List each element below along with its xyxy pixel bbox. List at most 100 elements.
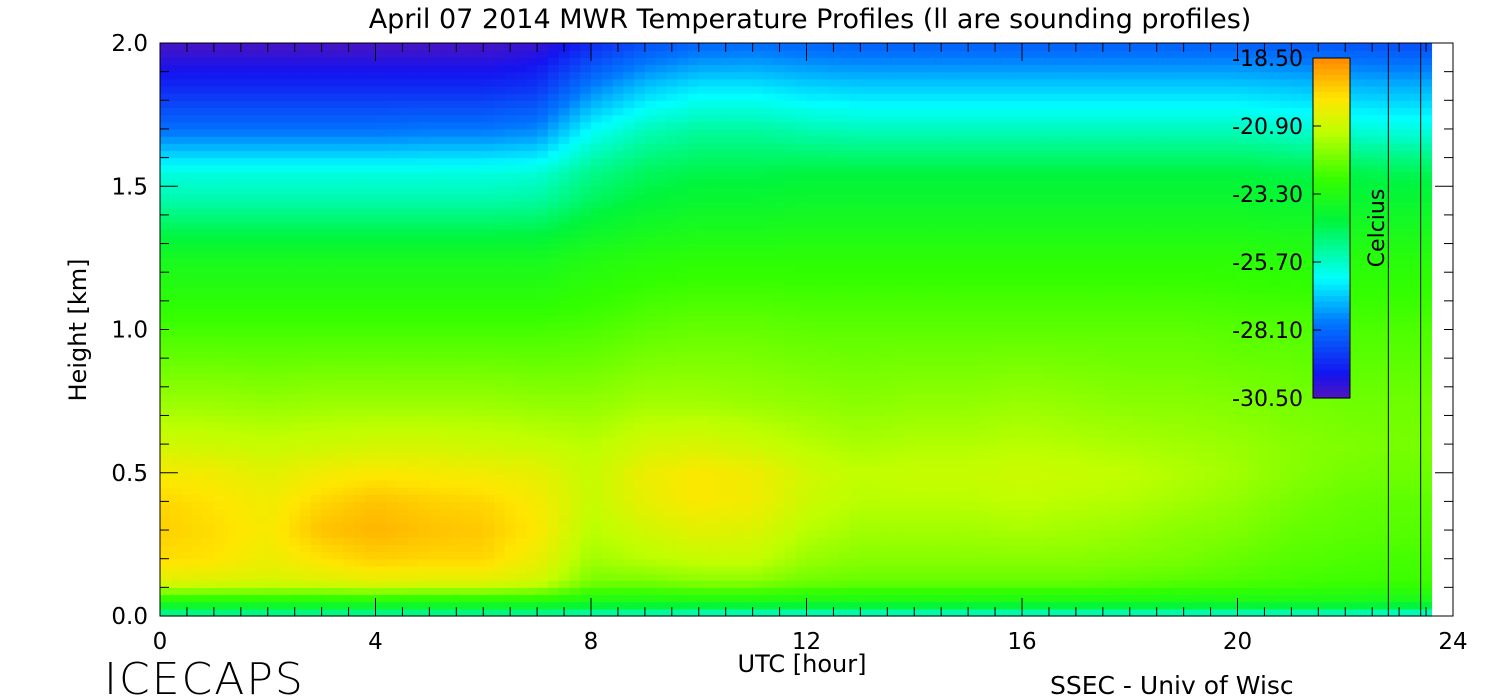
heatmap-cell xyxy=(353,229,366,237)
heatmap-cell xyxy=(709,250,721,259)
heatmap-cell xyxy=(224,293,237,302)
heatmap-cell xyxy=(160,315,172,323)
heatmap-cell xyxy=(720,343,732,352)
heatmap-cell xyxy=(666,121,678,130)
heatmap-cell xyxy=(752,257,765,266)
heatmap-cell xyxy=(644,43,657,51)
heatmap-cell xyxy=(720,293,732,302)
heatmap-cell xyxy=(558,551,571,560)
heatmap-cell xyxy=(343,429,355,438)
heatmap-cell xyxy=(623,164,635,173)
heatmap-cell xyxy=(644,286,657,295)
heatmap-cell xyxy=(440,601,452,610)
heatmap-cell xyxy=(224,315,237,323)
heatmap-cell xyxy=(720,272,732,280)
heatmap-cell xyxy=(278,487,290,495)
heatmap-cell xyxy=(386,157,398,166)
heatmap-cell xyxy=(235,315,247,323)
heatmap-cell xyxy=(655,422,668,431)
heatmap-cell xyxy=(494,487,506,495)
heatmap-cell xyxy=(720,157,732,166)
heatmap-cell xyxy=(300,436,312,445)
heatmap-cell xyxy=(418,114,430,123)
heatmap-cell xyxy=(655,494,668,502)
heatmap-cell xyxy=(461,537,474,545)
heatmap-cell xyxy=(687,200,700,209)
heatmap-cell xyxy=(407,222,420,230)
heatmap-cell xyxy=(806,171,818,180)
heatmap-cell xyxy=(235,186,247,195)
heatmap-cell xyxy=(310,143,323,152)
heatmap-cell xyxy=(526,300,538,309)
heatmap-cell xyxy=(709,522,721,531)
heatmap-cell xyxy=(515,222,527,230)
heatmap-cell xyxy=(547,558,560,567)
heatmap-cell xyxy=(612,573,624,581)
heatmap-cell xyxy=(483,229,495,237)
heatmap-cell xyxy=(687,429,700,438)
heatmap-cell xyxy=(203,100,215,109)
heatmap-cell xyxy=(709,444,721,452)
heatmap-cell xyxy=(655,265,668,273)
heatmap-cell xyxy=(267,171,280,180)
heatmap-cell xyxy=(698,436,711,445)
heatmap-cell xyxy=(763,179,775,187)
heatmap-cell xyxy=(634,408,646,417)
heatmap-cell xyxy=(418,279,430,288)
heatmap-cell xyxy=(289,100,301,109)
heatmap-cell xyxy=(795,472,808,481)
heatmap-cell xyxy=(472,551,484,560)
heatmap-cell xyxy=(170,50,183,58)
heatmap-cell xyxy=(300,78,312,87)
heatmap-cell xyxy=(160,143,172,152)
heatmap-cell xyxy=(343,71,355,80)
heatmap-cell xyxy=(450,300,463,309)
heatmap-cell xyxy=(580,200,592,209)
heatmap-cell xyxy=(440,458,452,467)
heatmap-cell xyxy=(644,186,657,195)
heatmap-cell xyxy=(612,558,624,567)
heatmap-cell xyxy=(375,272,387,280)
heatmap-cell xyxy=(784,250,797,259)
heatmap-cell xyxy=(601,494,614,502)
heatmap-cell xyxy=(353,494,366,502)
heatmap-cell xyxy=(494,157,506,166)
heatmap-cell xyxy=(375,393,387,402)
heatmap-cell xyxy=(267,107,280,116)
heatmap-cell xyxy=(784,436,797,445)
heatmap-cell xyxy=(634,487,646,495)
heatmap-cell xyxy=(343,580,355,588)
heatmap-cell xyxy=(321,537,333,545)
heatmap-cell xyxy=(634,71,646,80)
heatmap-cell xyxy=(472,315,484,323)
heatmap-cell xyxy=(483,429,495,438)
heatmap-cell xyxy=(353,143,366,152)
heatmap-cell xyxy=(655,336,668,345)
heatmap-cell xyxy=(601,43,614,51)
heatmap-cell xyxy=(235,179,247,187)
heatmap-cell xyxy=(246,573,258,581)
heatmap-cell xyxy=(612,329,624,338)
heatmap-cell xyxy=(418,329,430,338)
heatmap-cell xyxy=(558,350,571,359)
heatmap-cell xyxy=(192,322,204,331)
heatmap-cell xyxy=(256,587,269,596)
heatmap-cell xyxy=(160,336,172,345)
heatmap-cell xyxy=(741,386,754,395)
heatmap-cell xyxy=(817,558,829,567)
heatmap-cell xyxy=(526,479,538,488)
heatmap-cell xyxy=(774,530,786,538)
heatmap-cell xyxy=(698,222,711,230)
heatmap-cell xyxy=(353,472,366,481)
heatmap-cell xyxy=(310,329,323,338)
heatmap-cell xyxy=(170,193,183,202)
heatmap-cell xyxy=(224,601,237,610)
heatmap-cell xyxy=(353,64,366,73)
heatmap-cell xyxy=(483,100,495,109)
heatmap-cell xyxy=(494,64,506,73)
heatmap-cell xyxy=(343,50,355,58)
heatmap-cell xyxy=(375,85,387,94)
heatmap-cell xyxy=(537,71,549,80)
heatmap-cell xyxy=(720,200,732,209)
heatmap-cell xyxy=(461,93,474,101)
